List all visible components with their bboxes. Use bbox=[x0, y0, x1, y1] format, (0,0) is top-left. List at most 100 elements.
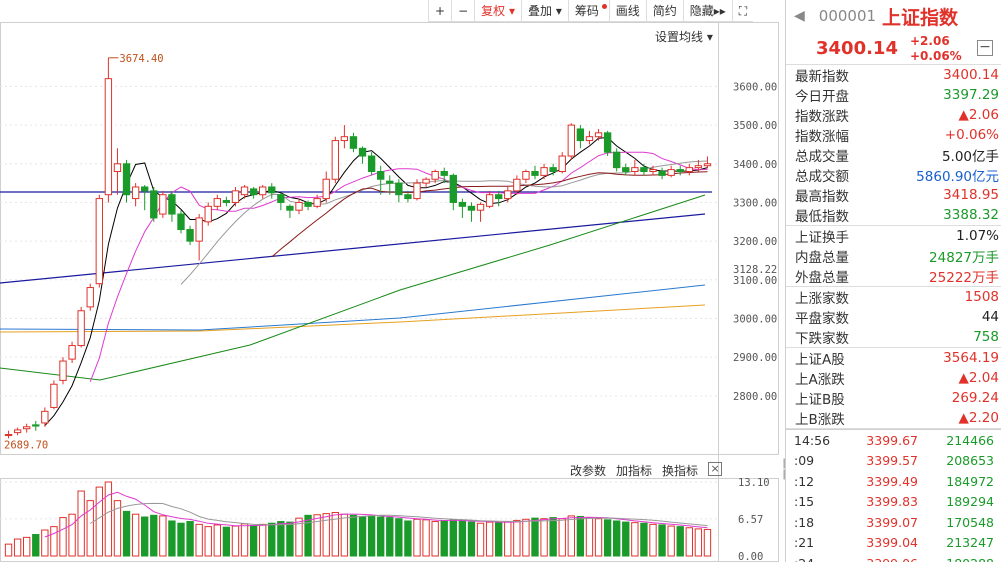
stat-value: ▲2.06 bbox=[958, 107, 999, 123]
stat-value: 269.24 bbox=[951, 390, 999, 406]
candle-body bbox=[613, 151, 621, 169]
volume-bar bbox=[467, 521, 476, 557]
tick-list[interactable]: 14:56 3399.67 214466:09 3399.57 208653:12 339… bbox=[786, 429, 1001, 562]
candle-body bbox=[23, 426, 31, 430]
stat-value: 5860.90亿元 bbox=[916, 169, 999, 185]
volume-bar bbox=[131, 513, 140, 557]
volume-bar bbox=[495, 522, 503, 557]
candle-body bbox=[440, 171, 448, 176]
candle-body bbox=[504, 190, 512, 200]
ma10-line bbox=[89, 151, 708, 382]
candle-body bbox=[576, 128, 585, 142]
volume-bar bbox=[4, 543, 13, 557]
volume-bar bbox=[631, 522, 639, 557]
candle-body bbox=[32, 424, 40, 427]
zoom-in-button[interactable]: + bbox=[428, 0, 451, 22]
vol-tick-label: 13.10 bbox=[738, 477, 770, 489]
y-tick-label: 3600.00 bbox=[733, 81, 777, 93]
chips-button[interactable]: 筹码 bbox=[567, 0, 609, 22]
volume-bar bbox=[667, 525, 675, 557]
prev-arrow-icon[interactable]: ◀ bbox=[794, 8, 805, 24]
volume-bar bbox=[540, 518, 548, 557]
close-icon[interactable]: × bbox=[708, 462, 723, 476]
candle-body bbox=[113, 163, 122, 173]
candle-body bbox=[358, 147, 367, 157]
candle-body bbox=[259, 186, 267, 196]
candle-body bbox=[667, 169, 675, 176]
candle-body bbox=[685, 167, 693, 173]
volume-bar bbox=[622, 521, 630, 557]
overlay-button[interactable]: 叠加 ▾ bbox=[520, 0, 568, 22]
volume-bar bbox=[576, 515, 585, 557]
tick-time: :21 bbox=[794, 535, 815, 551]
stat-value: 44 bbox=[981, 309, 999, 325]
stat-label: 最高指数 bbox=[795, 189, 849, 205]
candle-body bbox=[367, 155, 376, 173]
stat-row: 平盘家数 44 bbox=[786, 307, 1001, 327]
fullscreen-icon[interactable]: ⛶ bbox=[731, 0, 753, 22]
candle-body bbox=[676, 169, 684, 173]
draw-line-button[interactable]: 画线 bbox=[608, 0, 646, 22]
hide-button[interactable]: 隐藏▸▸ bbox=[682, 0, 732, 22]
adjust-button[interactable]: 复权 ▾ bbox=[474, 0, 521, 22]
edit-params-button[interactable]: 改参数 bbox=[570, 464, 607, 478]
candle-body bbox=[286, 205, 294, 211]
candle-body bbox=[594, 132, 603, 138]
add-indicator-button[interactable]: 加指标 bbox=[616, 464, 653, 478]
candle-body bbox=[159, 194, 167, 215]
stat-label: 上证B股 bbox=[795, 392, 845, 408]
tick-time: :18 bbox=[794, 514, 815, 530]
candle-body bbox=[431, 171, 439, 180]
zoom-out-button[interactable]: − bbox=[451, 0, 474, 22]
candle-body bbox=[104, 78, 113, 196]
candle-body bbox=[377, 171, 385, 180]
ma-setting-menu[interactable]: 设置均线 ▾ bbox=[655, 30, 713, 44]
stat-section: 上证A股 3564.19 上A涨跌 ▲2.04 上证B股 269.24 上B涨跌 ▲2.20 bbox=[786, 348, 1001, 429]
candle-body bbox=[395, 182, 403, 196]
candle-body bbox=[540, 167, 548, 176]
stat-value: 24827万手 bbox=[929, 250, 999, 266]
tick-time: :12 bbox=[794, 473, 815, 489]
tick-volume: 180288 bbox=[918, 556, 994, 562]
volume-bar bbox=[395, 518, 403, 557]
candle-body bbox=[268, 186, 276, 194]
quote-panel: ◀ 000001 上证指数 3400.14 +2.06 +0.06% − 最新指… bbox=[785, 0, 1001, 562]
volume-bar bbox=[658, 524, 666, 557]
candle-body bbox=[585, 136, 594, 142]
tick-time: :24 bbox=[786, 556, 846, 562]
tick-price: 3399.07 bbox=[866, 514, 918, 530]
stat-label: 上B涨跌 bbox=[795, 412, 845, 428]
tick-time: 14:56 bbox=[794, 432, 831, 448]
tick-price: 3399.49 bbox=[866, 473, 918, 489]
volume-bar bbox=[41, 529, 49, 557]
drag-handle-icon[interactable]: ❘❘ bbox=[780, 458, 788, 480]
volume-bar bbox=[431, 521, 439, 557]
tick-volume: 189294 bbox=[946, 494, 994, 510]
vol-ma10-line bbox=[89, 502, 708, 527]
collapse-icon[interactable]: − bbox=[977, 40, 993, 56]
volume-bar bbox=[703, 528, 712, 557]
candle-body bbox=[603, 132, 612, 153]
candle-body bbox=[476, 203, 485, 211]
tick-time: :15 bbox=[794, 494, 815, 510]
tick-row: 14:56 3399.67 214466 bbox=[786, 430, 1001, 451]
y-tick-label: 3500.00 bbox=[733, 120, 777, 132]
candle-body bbox=[422, 178, 430, 184]
volume-bar bbox=[231, 525, 240, 557]
stat-row: 最高指数 3418.95 bbox=[786, 185, 1001, 205]
candle-body bbox=[413, 182, 421, 200]
switch-indicator-button[interactable]: 换指标 bbox=[662, 464, 699, 478]
ma30-line bbox=[271, 171, 708, 258]
stat-label: 总成交量 bbox=[795, 149, 849, 165]
candle-body bbox=[649, 169, 657, 173]
ma120-line bbox=[0, 194, 706, 381]
candlestick-chart[interactable]: 3600.00 3500.00 3400.00 3300.00 3200.00 3100.… bbox=[0, 0, 780, 562]
low-label: 2689.70 bbox=[4, 440, 48, 452]
tick-row: :12 3399.49 184972 bbox=[786, 471, 1001, 492]
volume-bar bbox=[23, 536, 31, 557]
candle-body bbox=[50, 383, 58, 408]
candle-body bbox=[204, 205, 212, 223]
simple-button[interactable]: 简约 bbox=[645, 0, 683, 22]
candle-body bbox=[222, 200, 231, 203]
stat-label: 最新指数 bbox=[795, 69, 849, 85]
